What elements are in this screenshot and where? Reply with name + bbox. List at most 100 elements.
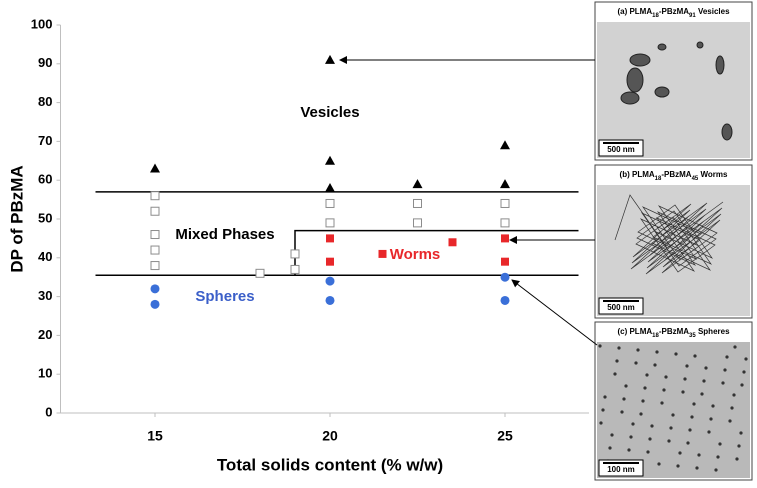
open-square-marker: [325, 198, 335, 208]
micrograph-panel: (a) PLMA18-PBzMA91 Vesicles 500 nm: [594, 1, 753, 161]
y-tick-label: 20: [38, 327, 52, 342]
open-square-marker: [500, 198, 510, 208]
caption-part: -PBzMA: [659, 327, 689, 336]
vesicle: [715, 55, 725, 75]
sphere: [692, 402, 696, 406]
sphere: [664, 375, 668, 379]
sphere: [624, 384, 628, 388]
sphere: [657, 462, 661, 466]
arrows: [339, 56, 598, 346]
caption-part: Spheres: [696, 327, 730, 336]
square-marker: [501, 234, 509, 243]
sphere: [617, 346, 621, 350]
sphere: [671, 413, 675, 417]
sphere: [739, 431, 743, 435]
sphere: [744, 357, 748, 361]
sphere: [693, 354, 697, 358]
sphere: [714, 468, 718, 472]
caption-part: 18: [652, 333, 659, 339]
vesicle: [657, 43, 667, 51]
sphere: [645, 373, 649, 377]
sphere: [730, 406, 734, 410]
sphere: [707, 430, 711, 434]
sphere: [695, 466, 699, 470]
sphere: [704, 366, 708, 370]
sphere: [711, 404, 715, 408]
sphere: [690, 415, 694, 419]
open-square-marker: [255, 268, 265, 278]
sphere: [646, 450, 650, 454]
square-marker: [326, 257, 334, 266]
y-tick-label: 70: [38, 133, 52, 148]
triangle-marker: [500, 179, 510, 189]
sphere: [627, 448, 631, 452]
x-tick-label: 15: [147, 428, 163, 444]
sphere: [688, 428, 692, 432]
vesicle: [626, 67, 644, 93]
circle-marker: [500, 272, 510, 282]
region-label: Mixed Phases: [175, 226, 274, 243]
caption-part: -PBzMA: [661, 170, 691, 179]
square-marker: [326, 234, 334, 243]
caption-part: 91: [689, 13, 696, 19]
sphere: [686, 441, 690, 445]
open-square-marker: [150, 245, 160, 255]
sphere: [721, 381, 725, 385]
sphere: [610, 433, 614, 437]
sphere: [702, 379, 706, 383]
region-label: Spheres: [195, 288, 254, 305]
y-tick-label: 60: [38, 172, 52, 187]
sphere: [660, 401, 664, 405]
triangle-marker: [325, 54, 335, 64]
square-marker: [501, 257, 509, 266]
x-tick-label: 25: [497, 428, 513, 444]
caption-part: (a) PLMA: [617, 7, 652, 16]
sphere: [639, 412, 643, 416]
sphere: [728, 419, 732, 423]
sphere: [740, 383, 744, 387]
vesicle: [629, 53, 651, 67]
caption-part: 35: [689, 333, 696, 339]
sphere: [631, 422, 635, 426]
region-label: Worms: [390, 246, 441, 263]
sphere: [655, 350, 659, 354]
caption-part: Vesicles: [696, 7, 730, 16]
sphere: [667, 439, 671, 443]
sphere: [742, 370, 746, 374]
sphere: [608, 446, 612, 450]
caption-part: (c) PLMA: [617, 327, 652, 336]
micrograph: [597, 342, 750, 478]
y-tick-label: 40: [38, 249, 52, 264]
y-tick-label: 50: [38, 210, 52, 225]
circle-marker: [325, 295, 335, 305]
sphere: [723, 368, 727, 372]
circle-marker: [325, 276, 335, 286]
sphere: [676, 464, 680, 468]
sphere: [683, 377, 687, 381]
y-tick-label: 100: [31, 16, 53, 31]
sphere: [648, 437, 652, 441]
open-square-marker: [290, 264, 300, 274]
circle-marker: [150, 284, 160, 294]
sphere: [641, 399, 645, 403]
scale-bar-label: 500 nm: [607, 145, 635, 154]
triangle-marker: [325, 155, 335, 165]
triangle-marker: [150, 163, 160, 173]
sphere: [613, 372, 617, 376]
vesicle: [620, 91, 640, 105]
vesicle: [696, 41, 704, 49]
phase-boundary: [294, 229, 579, 276]
sphere: [634, 361, 638, 365]
caption-part: 45: [692, 176, 699, 182]
x-axis-label: Total solids content (% w/w): [217, 455, 443, 474]
sphere: [622, 397, 626, 401]
open-square-marker: [150, 191, 160, 201]
caption-part: -PBzMA: [659, 7, 689, 16]
caption-part: Worms: [698, 170, 728, 179]
panel-caption: (b) PLMA18-PBzMA45 Worms: [620, 170, 728, 181]
panel-caption: (c) PLMA18-PBzMA35 Spheres: [617, 327, 730, 338]
triangle-marker: [500, 140, 510, 150]
open-square-marker: [500, 218, 510, 228]
